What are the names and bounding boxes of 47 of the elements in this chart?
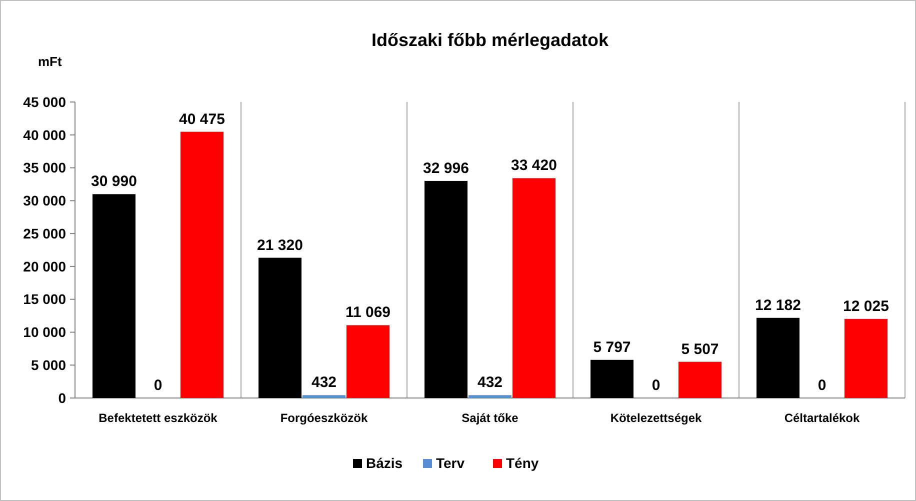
data-label: 11 069 (345, 304, 391, 322)
bar (258, 258, 302, 398)
data-label: 12 025 (843, 298, 889, 315)
data-label: 33 420 (511, 157, 557, 174)
y-tick-label: 20 000 (23, 258, 66, 274)
legend-label: Terv (436, 455, 465, 471)
y-tick-label: 35 000 (23, 160, 66, 176)
bar (424, 180, 468, 398)
data-label: 5 797 (593, 338, 631, 356)
chart-title: Időszaki főbb mérlegadatok (371, 30, 610, 50)
bar (346, 325, 390, 398)
y-tick-label: 0 (58, 390, 66, 406)
data-label: 432 (311, 374, 337, 392)
y-tick-label: 40 000 (23, 126, 66, 143)
legend-label: Bázis (366, 455, 403, 471)
data-label: 12 182 (755, 296, 801, 314)
legend-label: Tény (506, 455, 539, 471)
bar (590, 360, 634, 398)
bar (92, 194, 136, 398)
bar (468, 395, 512, 398)
data-label: 40 475 (179, 110, 225, 128)
data-label: 0 (818, 377, 826, 394)
data-label: 0 (154, 377, 162, 394)
x-tick-label: Céltartalékok (784, 411, 860, 425)
data-label: 21 320 (257, 236, 303, 254)
bar (180, 132, 224, 398)
bar (844, 318, 888, 398)
y-tick-label: 30 000 (23, 192, 66, 209)
bar (302, 395, 346, 398)
y-tick-label: 45 000 (23, 94, 66, 110)
x-tick-label: Saját tőke (462, 411, 519, 425)
x-tick-label: Forgóeszközök (280, 411, 368, 425)
data-label: 5 507 (681, 340, 719, 358)
y-axis-title: mFt (38, 54, 62, 69)
y-tick-label: 15 000 (23, 291, 66, 308)
bar (678, 362, 722, 398)
x-tick-label: Befektetett eszközök (98, 411, 218, 425)
bar (756, 318, 800, 398)
data-label: 30 990 (91, 173, 137, 190)
x-tick-label: Kötelezettségek (610, 411, 702, 425)
y-tick-label: 5 000 (30, 357, 66, 374)
data-label: 432 (477, 374, 503, 392)
data-label: 32 996 (423, 160, 469, 177)
data-label: 0 (652, 377, 660, 394)
y-tick-label: 25 000 (23, 225, 66, 242)
bar (512, 178, 556, 398)
y-tick-label: 10 000 (23, 324, 66, 340)
